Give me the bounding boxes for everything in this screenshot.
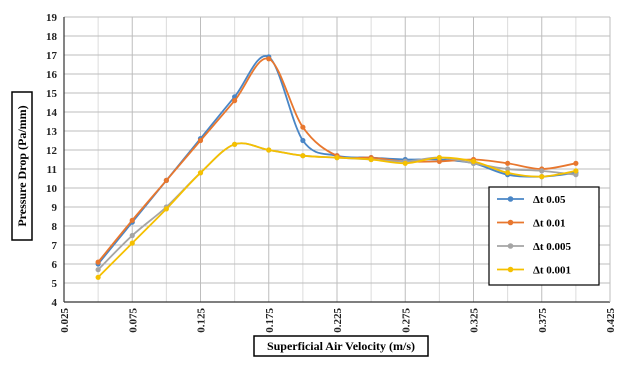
data-point [539, 168, 545, 174]
data-point [300, 137, 306, 144]
data-point [334, 155, 340, 161]
y-axis-title-box: Pressure Drop (Pa/mm) [11, 91, 33, 241]
data-point [129, 232, 135, 239]
legend: Δt 0.05 Δt 0.01 Δt 0.005 Δt 0.001 [488, 186, 600, 286]
data-point [163, 206, 169, 212]
y-tick-label: 10 [46, 183, 58, 195]
legend-label: Δt 0.05 [533, 194, 566, 206]
data-point [232, 141, 238, 147]
y-tick-label: 6 [52, 259, 58, 271]
y-tick-label: 7 [52, 240, 58, 252]
data-point [539, 174, 545, 180]
data-point [95, 267, 101, 273]
y-tick-label: 11 [47, 164, 57, 176]
data-point [197, 170, 204, 176]
y-tick-label: 14 [46, 107, 58, 119]
y-tick-label: 4 [52, 297, 58, 309]
x-axis-title-box: Superficial Air Velocity (m/s) [253, 335, 429, 357]
y-axis-title: Pressure Drop (Pa/mm) [15, 105, 29, 226]
x-tick-label: 0.075 [127, 308, 139, 333]
data-point [129, 240, 135, 246]
x-tick-label: 0.025 [59, 308, 71, 333]
legend-label: Δt 0.005 [533, 241, 572, 253]
y-tick-label: 9 [52, 202, 58, 214]
data-point [95, 259, 101, 265]
data-point [436, 155, 442, 161]
y-tick-label: 13 [46, 126, 58, 138]
y-tick-label: 8 [52, 221, 58, 233]
data-point [505, 166, 511, 172]
tick-labels: 4 5 6 7 8 9 10 11 12 13 14 15 16 17 18 19 0.025 0.075 0.12… [46, 12, 617, 333]
legend-marker [507, 266, 514, 273]
data-point [436, 158, 442, 164]
y-tick-label: 16 [46, 69, 58, 81]
data-point [573, 168, 579, 174]
legend-marker [507, 196, 514, 202]
y-tick-label: 15 [46, 88, 58, 100]
y-tick-label: 19 [46, 12, 58, 24]
data-point [505, 160, 511, 166]
y-tick-label: 12 [46, 145, 58, 157]
data-point [266, 147, 272, 153]
data-point [232, 98, 238, 104]
y-tick-label: 5 [52, 278, 58, 290]
x-axis-title: Superficial Air Velocity (m/s) [267, 339, 415, 353]
y-tick-label: 18 [46, 31, 58, 43]
data-point [368, 156, 374, 163]
data-point [300, 153, 306, 159]
y-axis-title-frame [11, 91, 33, 241]
x-tick-label: 0.325 [469, 308, 481, 333]
series-layer [95, 54, 579, 280]
data-point [402, 160, 408, 166]
data-point [573, 160, 579, 166]
data-point [505, 170, 511, 176]
x-tick-label: 0.425 [605, 308, 617, 333]
x-axis-title-frame [253, 335, 429, 357]
data-point [470, 158, 477, 164]
data-point [163, 177, 169, 183]
axes [63, 17, 611, 303]
y-tick-label: 17 [46, 50, 58, 62]
x-tick-label: 0.175 [264, 308, 276, 333]
data-point [95, 274, 101, 280]
data-point [197, 137, 204, 144]
x-tick-label: 0.225 [332, 308, 344, 333]
x-tick-label: 0.275 [400, 308, 412, 333]
data-point [266, 56, 272, 62]
data-point [300, 124, 306, 130]
data-point [129, 217, 135, 223]
legend-label: Δt 0.01 [533, 218, 566, 230]
x-tick-label: 0.375 [537, 308, 549, 333]
data-point [573, 172, 579, 178]
x-tick-label: 0.125 [196, 308, 208, 333]
series-4 [95, 141, 579, 280]
legend-marker [507, 243, 514, 249]
legend-label: Δt 0.001 [533, 265, 571, 277]
legend-marker [507, 219, 514, 226]
